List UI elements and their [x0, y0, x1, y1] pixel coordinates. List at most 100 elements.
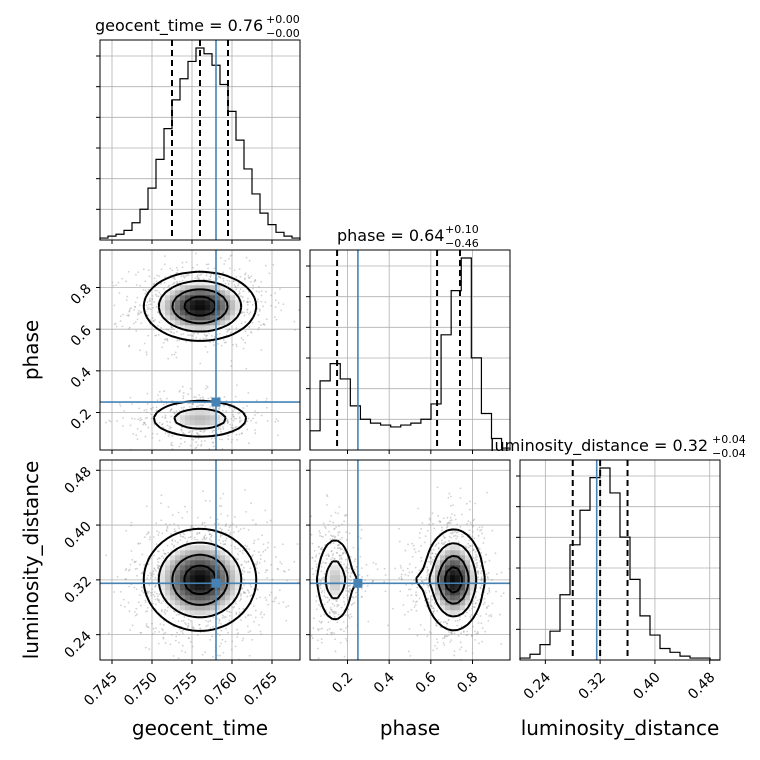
joint-phase-luminosity_distance-sample-1-260: [338, 555, 341, 558]
joint-geocent_time-phase-sample-0-279: [129, 308, 131, 310]
joint-geocent_time-luminosity_distance-density-cell-17-12: [160, 570, 166, 576]
joint-geocent_time-luminosity_distance-sample-0-1101: [216, 518, 219, 521]
joint-geocent_time-luminosity_distance-sample-0-548: [146, 610, 149, 612]
joint-phase-luminosity_distance-sample-0-413: [474, 502, 477, 505]
joint-geocent_time-luminosity_distance-sample-0-1292: [262, 543, 265, 546]
joint-geocent_time-luminosity_distance-sample-0-1149: [157, 566, 160, 569]
joint-geocent_time-phase-contour-0: [142, 270, 258, 438]
joint-geocent_time-luminosity_distance-sample-0-52: [253, 539, 256, 542]
joint-phase-luminosity_distance-sample-0-149: [449, 519, 451, 522]
joint-geocent_time-phase-density-cell-30-22: [210, 295, 216, 301]
joint-geocent_time-luminosity_distance-sample-0-680: [140, 631, 143, 634]
joint-phase-luminosity_distance-sample-0-320: [459, 641, 462, 644]
joint-geocent_time-phase-sample-0-457: [170, 326, 173, 328]
joint-geocent_time-phase-sample-0-448: [142, 288, 145, 291]
joint-geocent_time-phase-sample-0-603: [166, 337, 169, 340]
joint-geocent_time-phase-sample-0-814: [258, 291, 261, 293]
ytick-label-luminosity_distance-3: 0.48: [61, 464, 94, 497]
joint-geocent_time-phase-sample-1-364: [161, 423, 163, 426]
joint-phase-luminosity_distance-sample-1-78: [332, 521, 335, 524]
joint-geocent_time-luminosity_distance-sample-0-793: [256, 588, 259, 591]
joint-geocent_time-luminosity_distance-density-cell-21-18: [190, 550, 196, 556]
joint-phase-luminosity_distance-sample-0-51: [481, 627, 484, 629]
joint-phase-luminosity_distance-density-cell-17-32: [470, 570, 476, 576]
joint-geocent_time-phase-sample-0-326: [169, 267, 172, 270]
joint-geocent_time-luminosity_distance-sample-0-1110: [201, 653, 204, 656]
joint-geocent_time-luminosity_distance-sample-0-624: [154, 586, 156, 588]
joint-phase-luminosity_distance-sample-1-384: [350, 579, 353, 582]
joint-geocent_time-phase-sample-0-753: [128, 345, 130, 348]
joint-geocent_time-luminosity_distance-density-cell-13-26: [230, 590, 236, 596]
joint-phase-luminosity_distance-sample-0-131: [446, 622, 448, 625]
joint-geocent_time-phase-sample-1-431: [266, 419, 269, 422]
joint-geocent_time-phase-sample-1-284: [240, 432, 243, 435]
joint-geocent_time-phase-sample-1-337: [189, 387, 192, 390]
joint-geocent_time-luminosity_distance-sample-0-633: [150, 609, 153, 612]
joint-phase-luminosity_distance-sample-1-352: [340, 628, 343, 631]
joint-geocent_time-luminosity_distance-sample-0-1367: [218, 645, 221, 648]
joint-geocent_time-phase-sample-1-318: [129, 396, 132, 399]
joint-phase-luminosity_distance-sample-0-95: [476, 561, 479, 564]
joint-geocent_time-phase-sample-0-371: [178, 280, 181, 283]
joint-phase-luminosity_distance-sample-1-398: [349, 584, 352, 587]
panel-geocent-time-hist: [96, 39, 301, 244]
joint-phase-luminosity_distance-sample-0-334: [437, 514, 440, 517]
joint-phase-luminosity_distance-sample-2-6: [321, 577, 324, 580]
joint-geocent_time-phase-sample-0-537: [228, 328, 231, 331]
joint-geocent_time-luminosity_distance-sample-0-606: [224, 543, 227, 545]
joint-geocent_time-phase-sample-0-509: [152, 306, 155, 309]
joint-geocent_time-phase-sample-0-874: [242, 347, 245, 350]
joint-geocent_time-phase-sample-1-23: [274, 420, 277, 423]
joint-geocent_time-luminosity_distance-sample-0-417: [136, 567, 138, 570]
joint-geocent_time-phase-sample-0-626: [181, 385, 184, 388]
joint-phase-luminosity_distance-sample-0-479: [428, 523, 431, 526]
joint-geocent_time-phase-sample-0-613: [237, 282, 240, 285]
joint-phase-luminosity_distance-sample-0-287: [442, 535, 445, 538]
joint-phase-luminosity_distance-sample-0-701: [414, 604, 417, 607]
joint-geocent_time-phase-sample-1-417: [187, 393, 190, 396]
joint-geocent_time-phase-sample-1-359: [146, 411, 148, 414]
joint-geocent_time-luminosity_distance-density-cell-21-19: [195, 550, 201, 556]
joint-phase-luminosity_distance-density-cell-9-29: [455, 610, 461, 616]
joint-geocent_time-luminosity_distance-sample-0-100: [277, 568, 280, 571]
joint-phase-luminosity_distance-sample-1-237: [353, 560, 356, 563]
joint-phase-luminosity_distance-sample-1-280: [344, 514, 346, 517]
joint-phase-luminosity_distance-sample-0-492: [476, 555, 479, 558]
joint-geocent_time-phase-density-cell-6-20: [200, 415, 206, 421]
joint-phase-luminosity_distance-sample-0-196: [469, 545, 472, 547]
joint-phase-luminosity_distance-sample-1-329: [313, 549, 316, 552]
joint-geocent_time-phase-sample-0-407: [294, 328, 296, 331]
joint-phase-luminosity_distance-contour-3: [444, 566, 463, 594]
joint-geocent_time-phase-sample-0-664: [134, 301, 137, 304]
joint-phase-luminosity_distance-sample-2-45: [349, 579, 352, 582]
joint-phase-luminosity_distance-sample-2-3: [348, 588, 351, 591]
joint-phase-luminosity_distance-sample-0-641: [472, 519, 475, 522]
joint-phase-luminosity_distance-sample-0-572: [408, 628, 411, 630]
joint-geocent_time-phase-contour-3: [183, 295, 217, 317]
joint-phase-luminosity_distance-sample-0-217: [410, 608, 413, 611]
joint-geocent_time-phase-sample-0-529: [257, 328, 259, 331]
joint-geocent_time-phase-sample-0-896: [274, 299, 277, 302]
joint-geocent_time-luminosity_distance-sample-0-155: [231, 523, 234, 526]
joint-geocent_time-luminosity_distance-sample-0-1154: [149, 572, 152, 575]
joint-geocent_time-luminosity_distance-sample-0-186: [157, 595, 159, 598]
joint-geocent_time-luminosity_distance-sample-0-118: [163, 611, 166, 613]
joint-geocent_time-phase-sample-1-211: [231, 424, 234, 427]
joint-phase-luminosity_distance-sample-1-81: [321, 627, 323, 630]
joint-phase-luminosity_distance-sample-2-53: [364, 590, 367, 593]
joint-geocent_time-luminosity_distance-sample-0-275: [162, 629, 164, 632]
joint-phase-luminosity_distance-sample-0-440: [436, 486, 439, 489]
joint-phase-luminosity_distance-sample-0-27: [459, 497, 462, 499]
joint-phase-luminosity_distance-sample-0-46: [475, 553, 477, 556]
joint-geocent_time-luminosity_distance-sample-0-561: [167, 606, 169, 609]
joint-phase-luminosity_distance-sample-0-30: [491, 602, 494, 605]
joint-geocent_time-phase-sample-0-260: [235, 327, 238, 329]
joint-phase-luminosity_distance-sample-0-629: [450, 631, 453, 634]
joint-geocent_time-phase-sample-1-307: [199, 404, 202, 406]
joint-phase-luminosity_distance-sample-1-389: [345, 566, 348, 568]
joint-geocent_time-phase-sample-0-724: [224, 259, 227, 262]
joint-geocent_time-luminosity_distance-sample-0-307: [173, 522, 176, 525]
joint-geocent_time-luminosity_distance-sample-0-839: [287, 604, 290, 607]
joint-phase-luminosity_distance-sample-0-137: [475, 562, 478, 565]
joint-phase-luminosity_distance-sample-1-404: [338, 543, 341, 546]
